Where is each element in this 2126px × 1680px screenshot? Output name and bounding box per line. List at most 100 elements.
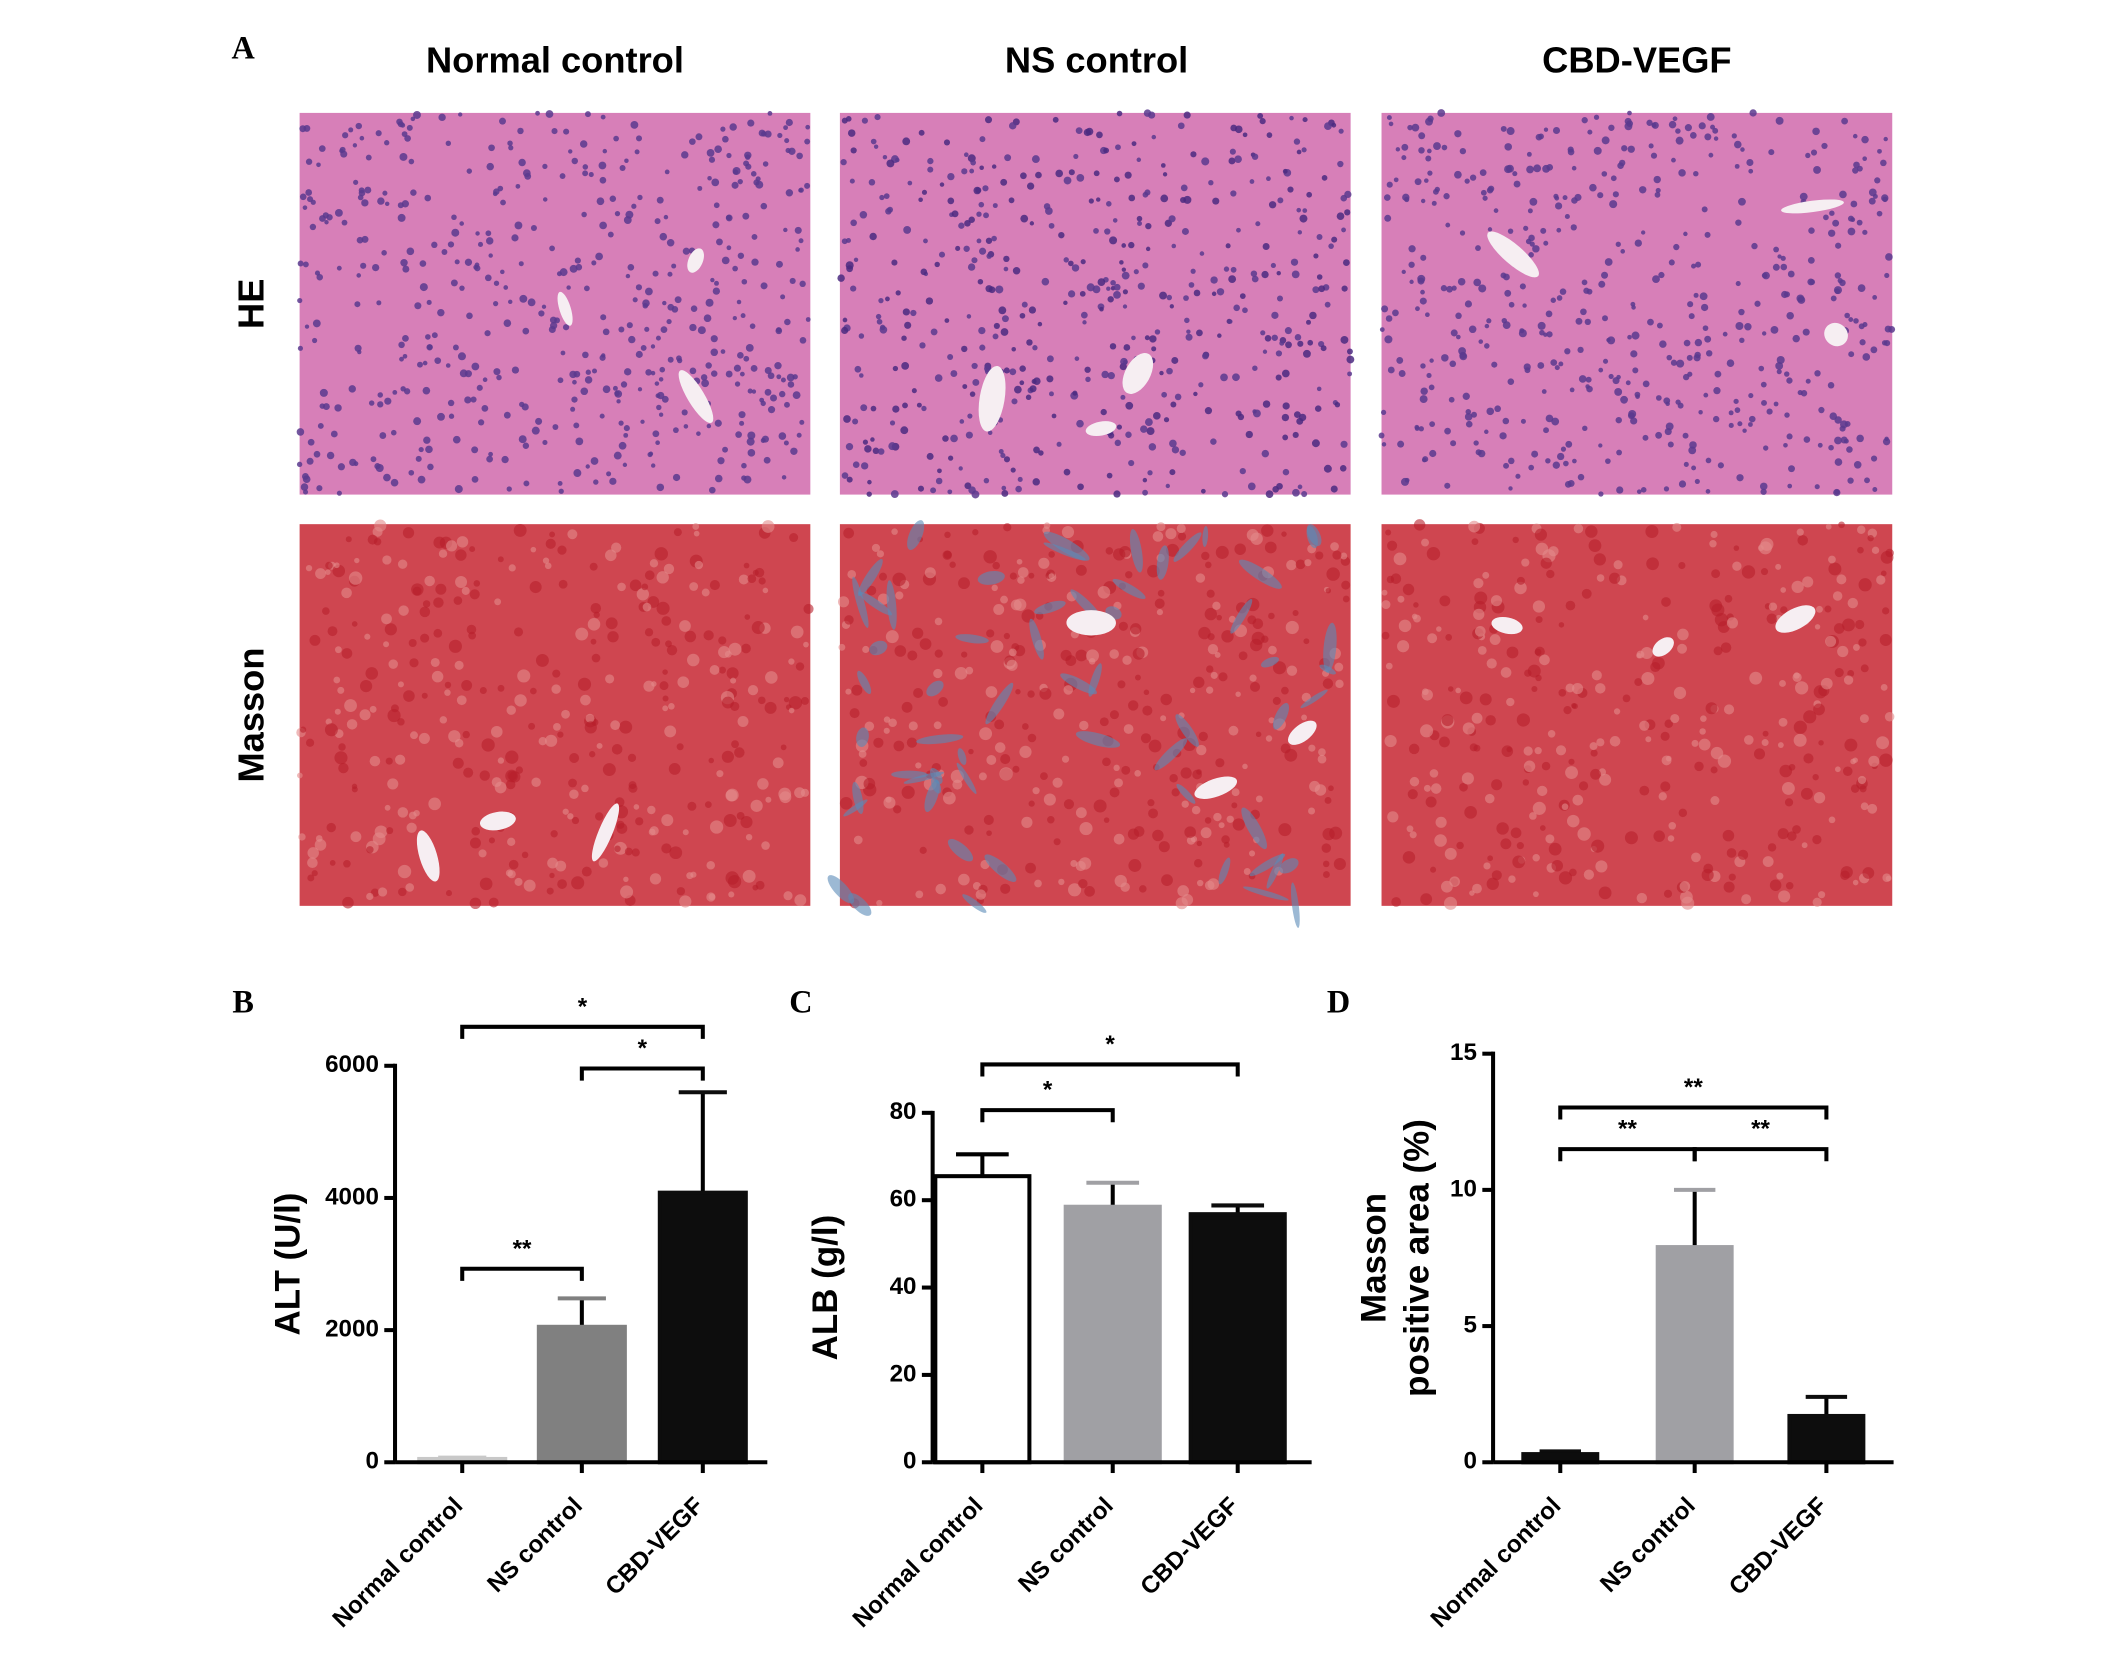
nucleus xyxy=(569,264,578,273)
cell xyxy=(315,568,326,580)
cell xyxy=(723,814,737,827)
nucleus xyxy=(1121,271,1130,280)
cell xyxy=(1324,797,1332,804)
cell xyxy=(455,549,467,561)
nucleus xyxy=(1693,170,1699,177)
collagen xyxy=(924,779,940,813)
nucleus xyxy=(879,324,886,331)
nucleus xyxy=(854,365,862,373)
nucleus xyxy=(398,341,405,349)
cell xyxy=(1406,825,1414,833)
cell xyxy=(456,536,469,548)
collagen xyxy=(926,680,944,697)
nucleus xyxy=(1165,483,1170,489)
cell xyxy=(329,860,336,866)
cell xyxy=(1749,671,1763,685)
nucleus xyxy=(1245,430,1253,439)
nucleus xyxy=(551,128,558,135)
nucleus xyxy=(1262,400,1271,408)
cell xyxy=(409,658,419,668)
nucleus xyxy=(1446,285,1453,293)
cell xyxy=(307,857,318,868)
cell xyxy=(738,574,749,585)
nucleus xyxy=(1797,296,1806,304)
cell xyxy=(730,701,740,712)
cell xyxy=(365,667,379,680)
nucleus xyxy=(658,412,664,417)
nucleus xyxy=(635,135,643,142)
nucleus xyxy=(739,371,745,377)
nucleus xyxy=(566,285,571,290)
nucleus xyxy=(979,247,987,255)
nucleus xyxy=(1183,195,1192,204)
nucleus xyxy=(348,385,356,393)
nucleus xyxy=(1786,311,1794,320)
cell xyxy=(1326,567,1340,581)
nucleus xyxy=(1642,380,1650,388)
cell xyxy=(309,634,321,646)
nucleus xyxy=(1847,227,1856,236)
cell xyxy=(1578,781,1589,791)
cell xyxy=(736,811,745,820)
cell xyxy=(1381,600,1391,610)
nucleus xyxy=(783,125,788,131)
nucleus xyxy=(650,344,656,349)
nucleus xyxy=(531,426,540,435)
cell xyxy=(589,751,596,758)
nucleus xyxy=(1429,421,1436,428)
cell xyxy=(1335,679,1344,689)
nucleus xyxy=(1268,201,1277,209)
collagen xyxy=(957,748,967,765)
nucleus xyxy=(1700,303,1709,312)
nucleus xyxy=(548,325,556,333)
cell xyxy=(1884,711,1895,722)
nucleus xyxy=(1748,168,1754,174)
cell xyxy=(1512,855,1526,869)
nucleus xyxy=(426,299,432,306)
cell xyxy=(1008,648,1017,657)
nucleus xyxy=(1459,351,1467,359)
cell xyxy=(1800,787,1813,800)
nucleus xyxy=(993,322,1000,329)
nucleus xyxy=(1676,359,1685,368)
cell xyxy=(901,701,913,713)
nucleus xyxy=(595,252,603,261)
cell xyxy=(598,858,609,868)
nucleus xyxy=(1814,484,1820,490)
nucleus xyxy=(1026,182,1035,190)
nucleus xyxy=(652,430,660,438)
nucleus xyxy=(511,234,519,242)
nucleus xyxy=(1598,367,1604,373)
significance-bracket xyxy=(980,1062,1240,1077)
nucleus xyxy=(452,435,461,444)
cell xyxy=(530,546,537,553)
nucleus xyxy=(437,412,445,421)
nucleus xyxy=(1832,219,1840,227)
cell xyxy=(1068,883,1082,897)
cell xyxy=(1833,623,1845,634)
collagen xyxy=(1238,559,1282,589)
nucleus xyxy=(1028,306,1037,314)
nucleus xyxy=(427,463,434,471)
nucleus xyxy=(1844,312,1850,319)
column-header: NS control xyxy=(1005,40,1188,81)
nucleus xyxy=(1347,371,1353,377)
cell xyxy=(1593,553,1606,566)
cell xyxy=(1760,568,1769,576)
nucleus xyxy=(943,139,951,146)
nucleus xyxy=(1635,394,1640,399)
cell xyxy=(708,757,714,764)
cell xyxy=(454,660,464,670)
cell xyxy=(1489,634,1501,645)
cell xyxy=(1128,700,1139,711)
cell xyxy=(892,572,906,587)
cell xyxy=(731,740,739,749)
x-tick-label: CBD-VEGF xyxy=(1724,1492,1832,1600)
cell xyxy=(374,825,388,839)
nucleus xyxy=(471,362,480,371)
cell xyxy=(1500,838,1512,850)
nucleus xyxy=(662,300,667,306)
nucleus xyxy=(508,299,513,305)
nucleus xyxy=(1546,331,1553,338)
cell xyxy=(1413,519,1426,531)
